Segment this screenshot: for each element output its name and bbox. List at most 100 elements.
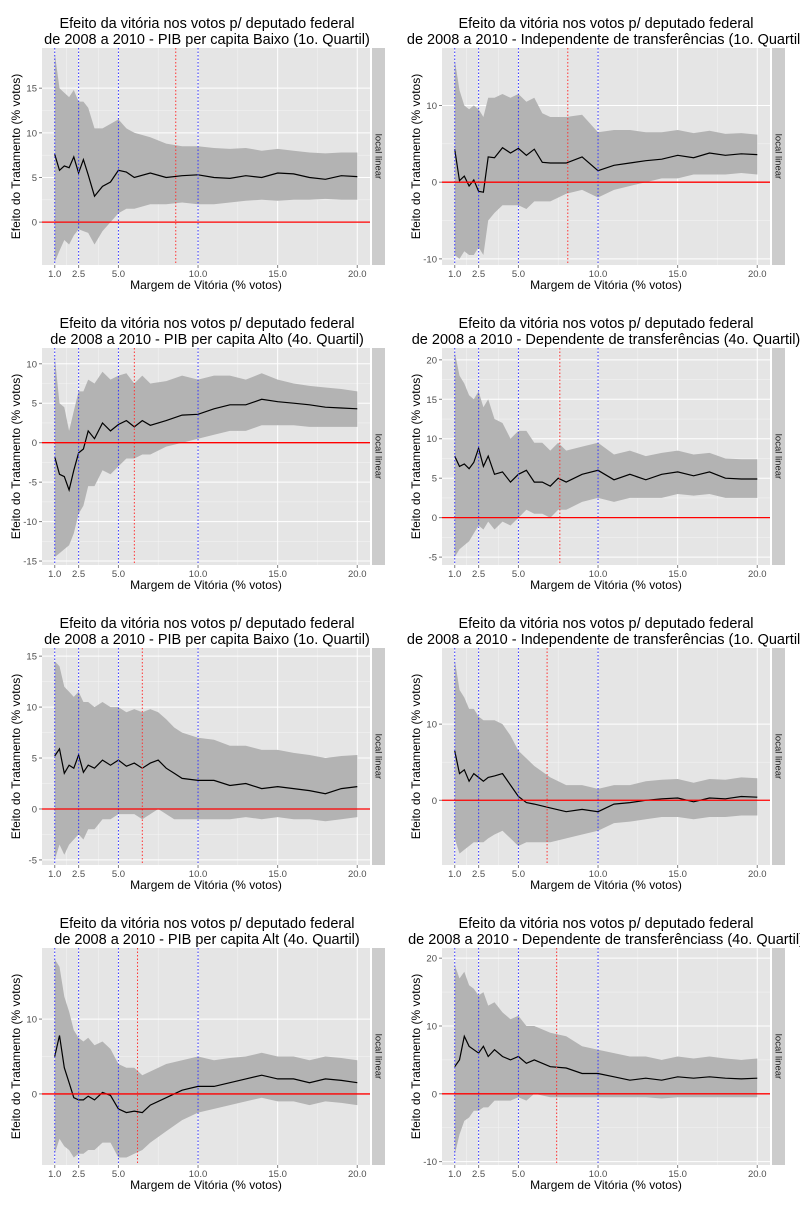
facet-strip [772,648,785,865]
y-tick-label: 15 [26,652,37,663]
y-tick-label: -5 [429,553,437,564]
x-tick-label: 5.0 [512,569,525,580]
y-tick-label: 5 [32,399,37,410]
chart-title-line-2: de 2008 a 2010 - Independente de transfe… [407,632,800,648]
chart-title-line-2: de 2008 a 2010 - Independente de transfe… [407,32,800,48]
chart-title-line-2: de 2008 a 2010 - Dependente de transferê… [408,932,800,948]
chart-title-line-2: de 2008 a 2010 - PIB per capita Alto (4o… [50,332,364,348]
x-tick-label: 2.5 [72,869,85,880]
x-tick-label: 15.0 [668,869,687,880]
y-axis-label: Efeito do Tratamento (% votos) [9,974,23,1139]
y-tick-label: 0 [32,804,37,815]
confidence-ribbon [54,52,358,263]
y-tick-label: -5 [29,855,37,866]
facet-strip [372,948,385,1165]
x-tick-label: 20.0 [748,869,767,880]
chart-title-line-2: de 2008 a 2010 - Dependente de transferê… [412,332,800,348]
y-tick-label: 10 [426,101,437,112]
x-tick-label: 2.5 [472,269,485,280]
y-tick-label: -15 [23,557,37,568]
facet-strip [372,648,385,865]
confidence-ribbon [454,59,758,259]
x-tick-label: 10.0 [189,269,208,280]
x-tick-label: 10.0 [589,869,608,880]
confidence-ribbon [454,351,758,558]
x-tick-label: 2.5 [72,269,85,280]
x-tick-label: 20.0 [348,269,367,280]
x-tick-label: 10.0 [589,569,608,580]
x-tick-label: 5.0 [112,869,125,880]
x-tick-label: 15.0 [668,269,687,280]
facet-strip-label: local linear [773,734,784,779]
chart-title-line-1: Efeito da vitória nos votos p/ deputado … [458,16,753,32]
y-tick-label: 20 [426,355,437,366]
facet-strip [372,348,385,565]
x-axis-label: Margem de Vitória (% votos) [130,578,282,592]
x-axis-label: Margem de Vitória (% votos) [130,278,282,292]
chart-title-line-2: de 2008 a 2010 - PIB per capita Alt (4o.… [54,932,359,948]
x-tick-label: 15.0 [268,869,287,880]
confidence-ribbon [54,959,358,1158]
x-tick-label: 2.5 [472,569,485,580]
x-tick-label: 20.0 [348,569,367,580]
y-tick-label: 10 [26,359,37,370]
facet-strip-label: local linear [373,434,384,479]
y-axis-label: Efeito do Tratamento (% votos) [9,74,23,239]
chart-title-line-2: de 2008 a 2010 - PIB per capita Baixo (1… [44,632,370,648]
y-tick-label: 10 [26,128,37,139]
x-tick-label: 20.0 [748,269,767,280]
facet-strip-label: local linear [373,734,384,779]
y-axis-label: Efeito do Tratamento (% votos) [409,374,423,539]
y-tick-label: -10 [23,517,37,528]
y-tick-label: 0 [432,1089,437,1100]
estimate-line [454,146,758,193]
x-tick-label: 1.0 [48,569,61,580]
estimate-line [454,446,758,487]
chart-title-line-1: Efeito da vitória nos votos p/ deputado … [458,616,753,632]
y-tick-label: 10 [426,720,437,731]
facet-strip [772,348,785,565]
y-tick-label: -10 [423,1157,437,1168]
confidence-ribbon [54,661,358,860]
chart-title-line-1: Efeito da vitória nos votos p/ deputado … [458,316,753,332]
y-tick-label: 10 [26,703,37,714]
x-tick-label: 20.0 [748,569,767,580]
x-tick-label: 5.0 [112,569,125,580]
x-tick-label: 1.0 [48,869,61,880]
x-tick-label: 20.0 [348,1169,367,1180]
estimate-line [54,154,358,198]
x-tick-label: 10.0 [189,1169,208,1180]
y-axis-label: Efeito do Tratamento (% votos) [409,74,423,239]
chart-panel-4: local linear 1.0 2.5 5.0 10.0 15.0 20.0 -5 0 5 10 1… [409,316,800,592]
x-tick-label: 5.0 [512,269,525,280]
y-tick-label: 0 [32,1089,37,1100]
x-tick-label: 1.0 [48,1169,61,1180]
chart-title-line-1: Efeito da vitória nos votos p/ deputado … [59,316,354,332]
facet-strip-label: local linear [373,134,384,179]
chart-title-line-1: Efeito da vitória nos votos p/ deputado … [458,916,753,932]
y-tick-label: 10 [426,1021,437,1032]
x-axis-label: Margem de Vitória (% votos) [530,578,682,592]
y-tick-label: 15 [426,395,437,406]
x-tick-label: 2.5 [72,1169,85,1180]
x-tick-label: 20.0 [748,1169,767,1180]
y-tick-label: -5 [29,478,37,489]
x-tick-label: 2.5 [72,569,85,580]
y-axis-label: Efeito do Tratamento (% votos) [409,674,423,839]
confidence-ribbon [454,965,758,1155]
y-tick-label: 20 [426,954,437,965]
y-tick-label: 0 [32,218,37,229]
x-tick-label: 15.0 [668,1169,687,1180]
y-axis-label: Efeito do Tratamento (% votos) [9,374,23,539]
chart-title-line-2: de 2008 a 2010 - PIB per capita Baixo (1… [44,32,370,48]
estimate-line [54,1035,358,1114]
x-axis-label: Margem de Vitória (% votos) [530,1178,682,1192]
x-tick-label: 10.0 [189,569,208,580]
x-axis-label: Margem de Vitória (% votos) [130,1178,282,1192]
x-tick-label: 5.0 [512,869,525,880]
facet-strip [772,948,785,1165]
confidence-ribbon [54,355,358,558]
